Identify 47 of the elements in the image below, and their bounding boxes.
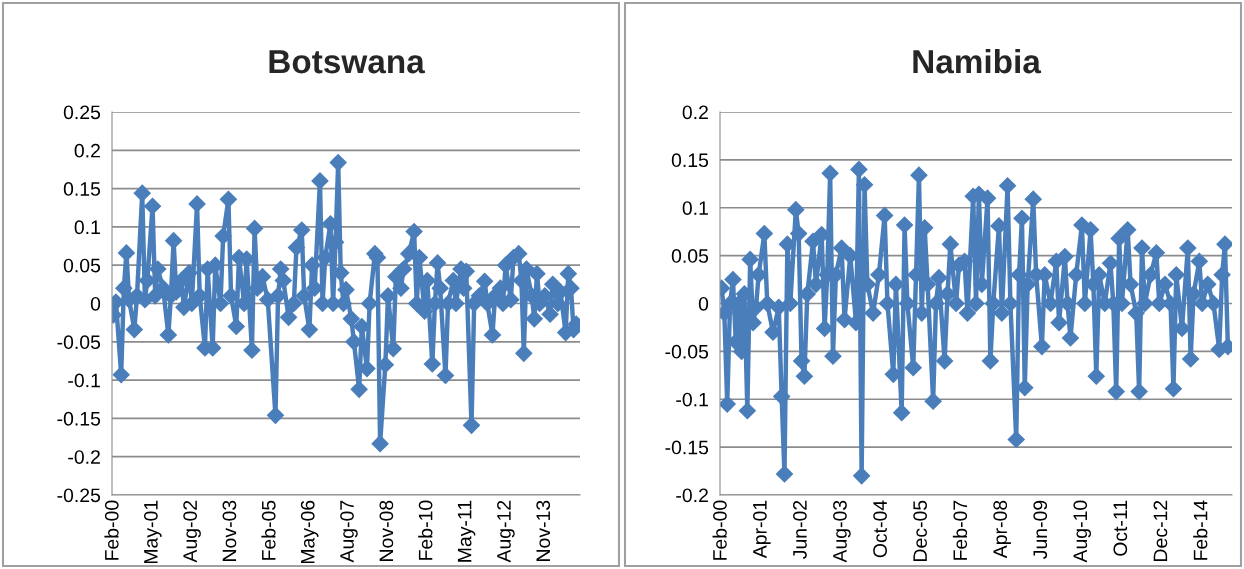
y-tick-label: -0.05 [665, 344, 709, 359]
x-tick-label: Apr-08 [993, 500, 1011, 559]
y-tick-label: -0.1 [676, 392, 708, 407]
y-tick-label: -0.15 [57, 411, 101, 426]
y-tick-label: -0.2 [676, 488, 708, 503]
x-tick-label: Nov-13 [536, 500, 551, 561]
x-tick-label: Dec-05 [913, 500, 927, 561]
x-tick-label: Apr-01 [752, 500, 771, 559]
x-tick-label: Feb-14 [1193, 500, 1208, 560]
y-tick-label: 0.15 [63, 182, 101, 196]
x-tick-label: Jun-09 [1033, 500, 1048, 560]
x-tick-label: Aug-03 [833, 500, 851, 563]
y-tick-label: 0.05 [63, 258, 101, 273]
chart-title: Namibia [913, 48, 1042, 74]
y-tick-label: 0.25 [63, 105, 101, 120]
x-tick-label: May-06 [300, 500, 319, 564]
x-tick-label: May-11 [457, 500, 476, 562]
x-tick-label: Jun-02 [793, 500, 807, 560]
y-tick-label: 0.15 [671, 153, 709, 168]
x-tick-label: Nov-03 [222, 500, 237, 561]
y-tick-label: -0.15 [665, 440, 709, 455]
x-tick-label: Oct-04 [873, 500, 887, 558]
x-tick-label: Aug-07 [340, 500, 358, 563]
x-tick-label: Feb-05 [261, 500, 276, 560]
x-tick-label: Aug-12 [497, 500, 515, 563]
x-tick-label: Feb-07 [952, 500, 968, 560]
y-tick-label: -0.2 [68, 450, 100, 464]
x-tick-label: Nov-08 [379, 500, 394, 561]
x-tick-label: Aug-10 [1073, 500, 1091, 563]
x-tick-label: May-01 [144, 500, 162, 564]
x-tick-label: Aug-02 [183, 500, 201, 563]
y-tick-label: 0 [90, 296, 101, 311]
y-tick-label: -0.1 [68, 373, 100, 388]
y-tick-label: -0.25 [57, 488, 101, 503]
x-tick-label: Feb-00 [104, 500, 119, 560]
y-tick-label: 0.2 [682, 105, 708, 120]
x-tick-label: Oct-11 [1113, 500, 1128, 556]
y-tick-label: 0.2 [74, 143, 100, 158]
x-tick-label: Feb-00 [712, 500, 727, 560]
y-tick-label: 0.1 [682, 201, 708, 215]
y-tick-label: 0.05 [671, 249, 709, 263]
chart-title: Botswana [269, 50, 425, 74]
y-tick-label: 0.1 [74, 220, 100, 235]
y-tick-label: 0 [698, 296, 709, 311]
y-tick-label: -0.05 [57, 335, 101, 350]
x-tick-label: Feb-10 [418, 500, 433, 560]
x-tick-label: Dec-12 [1153, 500, 1168, 561]
